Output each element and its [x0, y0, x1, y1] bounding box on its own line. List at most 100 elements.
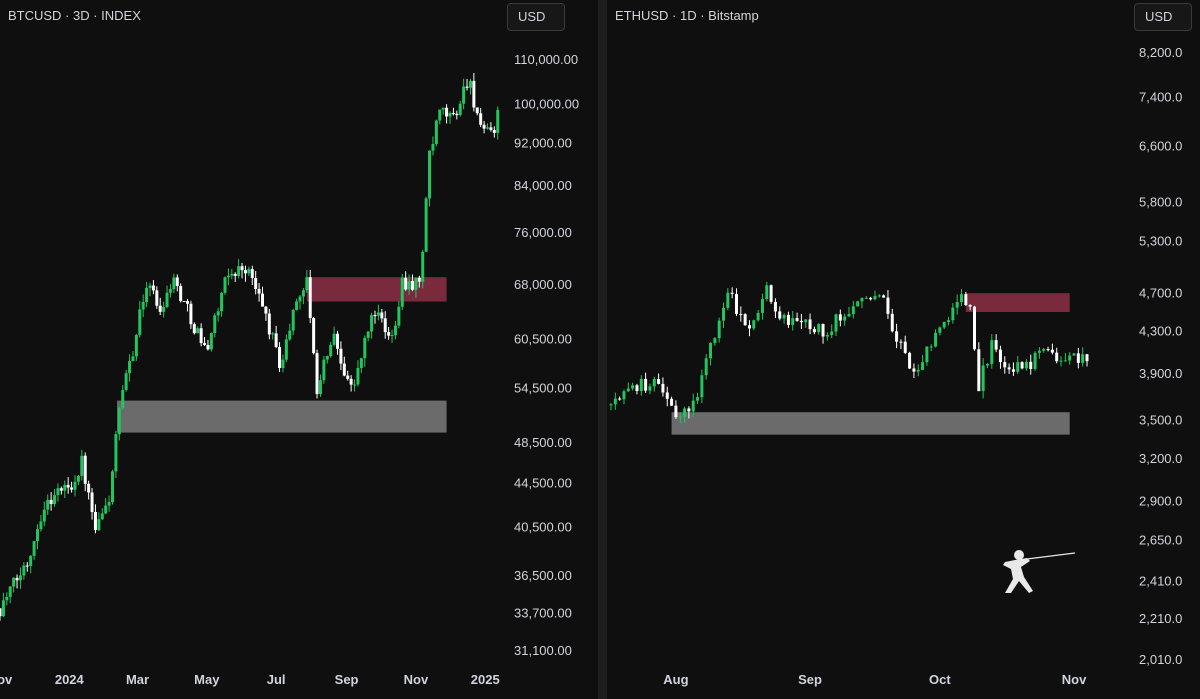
candle-down [674, 405, 678, 418]
eth-candlestick-chart[interactable]: 8,200.0 7,400.0 6,600.0 5,800.0 5,300.0 4,700… [607, 0, 1200, 699]
fencer-logo-icon [1003, 550, 1076, 593]
candle-up [366, 331, 370, 338]
candle-down [342, 363, 346, 376]
candle-up [63, 484, 67, 491]
candle-up [860, 297, 864, 302]
candle-up [960, 294, 964, 303]
candle-up [1042, 349, 1046, 351]
candle-up [271, 333, 275, 335]
candle-down [308, 277, 312, 318]
candle-up [165, 292, 169, 307]
candle-down [192, 324, 196, 334]
candle-up [717, 320, 721, 339]
demand-zone[interactable] [671, 412, 1070, 435]
candle-up [438, 109, 442, 121]
y-tick-label: 4,300.0 [1139, 324, 1182, 339]
y-tick-label: 54,500.00 [514, 381, 572, 396]
candle-up [114, 434, 118, 472]
candle-down [383, 318, 387, 333]
y-tick-label: 31,100.00 [514, 643, 572, 658]
y-tick-label: 2,210.0 [1139, 611, 1182, 626]
candles-group [609, 281, 1089, 424]
candle-down [1076, 353, 1080, 363]
candle-down [1055, 352, 1059, 362]
candle-down [670, 398, 674, 406]
candle-up [652, 378, 656, 387]
candle-up [877, 295, 881, 297]
y-tick-label: 48,500.00 [514, 435, 572, 450]
candle-down [964, 294, 968, 306]
y-tick-label: 2,410.0 [1139, 574, 1182, 589]
candle-up [104, 505, 108, 514]
candle-up [856, 301, 860, 307]
candle-up [434, 120, 438, 144]
candle-up [230, 273, 234, 276]
candle-down [203, 343, 207, 345]
candle-up [955, 302, 959, 308]
candle-up [46, 499, 50, 510]
candle-down [1085, 354, 1089, 362]
candle-up [223, 277, 227, 293]
candle-down [243, 270, 247, 274]
candle-down [250, 269, 254, 278]
candle-up [791, 318, 795, 325]
y-tick-label: 5,300.0 [1139, 233, 1182, 248]
candle-up [496, 109, 500, 133]
candle-up [834, 314, 838, 332]
candle-up [843, 316, 847, 321]
candle-up [947, 320, 951, 322]
candle-up [631, 385, 635, 389]
y-tick-label: 4,700.0 [1139, 285, 1182, 300]
candle-up [117, 407, 121, 435]
supply-zone[interactable] [965, 293, 1070, 313]
pane-divider[interactable] [598, 0, 607, 699]
candle-down [972, 306, 976, 350]
candle-up [39, 521, 43, 530]
candle-up [1037, 350, 1041, 353]
candle-up [124, 373, 128, 390]
price-axis[interactable] [500, 34, 598, 699]
candle-up [97, 519, 101, 531]
candle-down [59, 488, 63, 491]
candle-down [812, 329, 816, 333]
demand-zone[interactable] [117, 400, 447, 433]
candle-down [83, 455, 87, 484]
y-tick-label: 8,200.0 [1139, 45, 1182, 60]
price-axis[interactable] [1125, 34, 1200, 699]
candle-down [665, 392, 669, 399]
candle-down [994, 340, 998, 350]
y-tick-label: 40,500.00 [514, 519, 572, 534]
btc-chart-pane[interactable]: BTCUSD · 3D · INDEX USD 110,000.00 100,00… [0, 0, 598, 699]
candle-up [390, 335, 394, 337]
candle-down [1050, 349, 1054, 353]
y-tick-label: 3,500.0 [1139, 413, 1182, 428]
candle-up [613, 398, 617, 405]
candle-up [213, 315, 217, 334]
candle-down [158, 305, 162, 312]
candle-up [42, 509, 46, 522]
candle-up [305, 277, 309, 291]
candle-up [359, 358, 363, 369]
candle-down [657, 378, 661, 384]
candle-up [709, 342, 713, 359]
candle-up [168, 289, 172, 293]
candle-up [639, 378, 643, 392]
candle-down [417, 277, 421, 282]
y-tick-label: 76,000.00 [514, 225, 572, 240]
y-tick-label: 7,400.0 [1139, 89, 1182, 104]
btc-currency-button[interactable]: USD [507, 3, 565, 31]
eth-currency-button[interactable]: USD [1134, 3, 1192, 31]
btc-candlestick-chart[interactable]: 110,000.00 100,000.00 92,000.00 84,000.00 76… [0, 0, 598, 699]
supply-zone[interactable] [306, 277, 447, 302]
eth-chart-pane[interactable]: ETHUSD · 1D · Bitstamp USD 8,200.0 7,400.… [607, 0, 1200, 699]
candle-up [18, 575, 22, 581]
candle-down [90, 492, 94, 513]
candle-down [274, 333, 278, 347]
candle-up [226, 275, 230, 278]
y-tick-label: 5,800.0 [1139, 194, 1182, 209]
candle-up [329, 344, 333, 357]
candle-up [29, 555, 33, 566]
candle-down [189, 303, 193, 325]
candle-down [908, 352, 912, 369]
y-tick-label: 44,500.00 [514, 475, 572, 490]
